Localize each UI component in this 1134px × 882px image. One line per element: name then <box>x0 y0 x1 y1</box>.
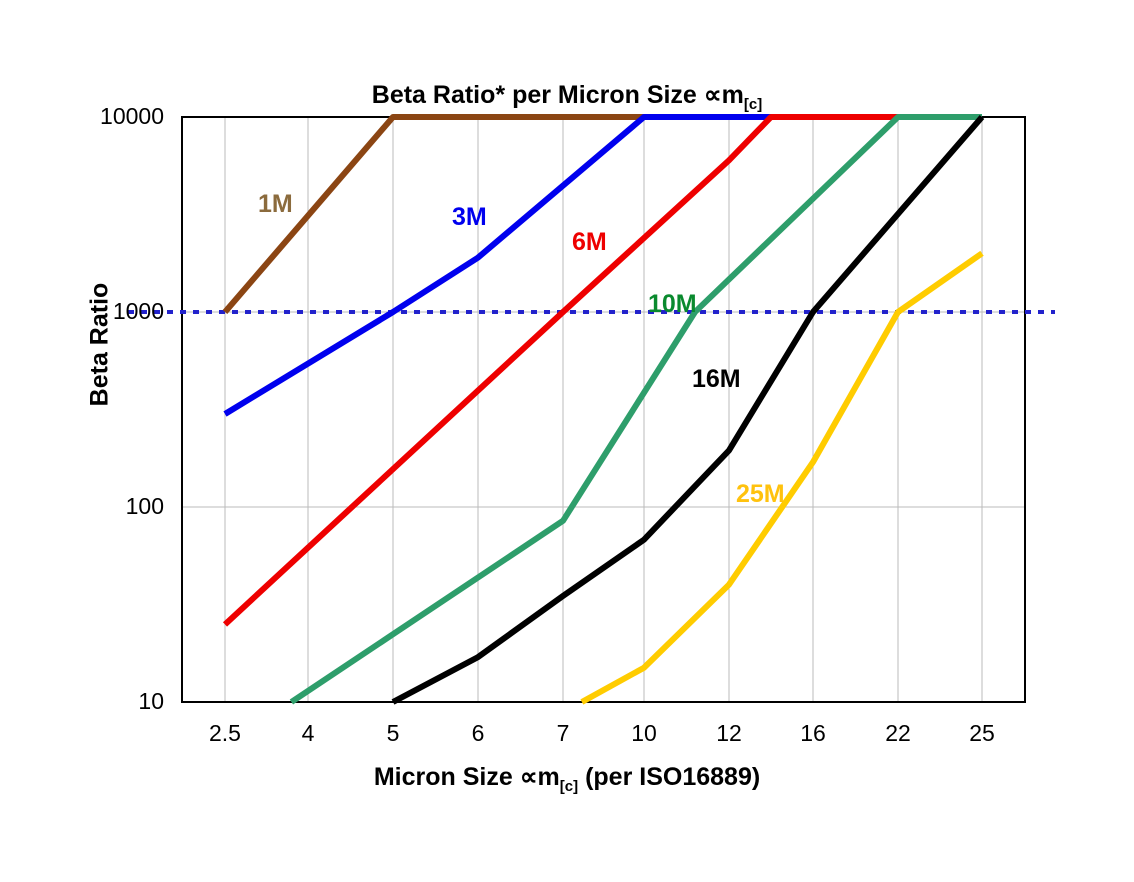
x-tick-4: 4 <box>301 720 315 746</box>
x-tick-22: 22 <box>885 720 911 746</box>
chart-title-symbol: ∝m <box>703 81 744 109</box>
series-label-3M: 3M <box>452 203 487 231</box>
x-axis-label: Micron Size ∝m[c] (per ISO16889) <box>0 762 1134 795</box>
y-tick-100: 100 <box>125 493 164 519</box>
gridlines <box>182 117 1025 702</box>
y-tick-10: 10 <box>138 688 164 714</box>
x-axis-label-subscript: [c] <box>559 778 579 795</box>
series-label-10M: 10M <box>648 290 697 318</box>
series-line-3M <box>223 114 982 417</box>
series-line-10M <box>289 114 982 705</box>
x-tick-7: 7 <box>556 720 570 746</box>
chart-title-subscript: [c] <box>743 96 763 113</box>
x-tick-5: 5 <box>386 720 400 746</box>
x-tick-12: 12 <box>716 720 742 746</box>
x-tick-10: 10 <box>631 720 657 746</box>
series-line-16M <box>391 115 985 705</box>
series-line-25M <box>580 250 984 705</box>
series-label-6M: 6M <box>572 228 607 256</box>
series-label-25M: 25M <box>736 480 785 508</box>
x-tick-25: 25 <box>969 720 995 746</box>
series-line-6M <box>222 114 982 627</box>
x-axis-label-main: Micron Size <box>373 763 520 791</box>
chart-title-main: Beta Ratio* per Micron Size <box>371 81 704 109</box>
series-label-16M: 16M <box>692 365 741 393</box>
chart-title: Beta Ratio* per Micron Size ∝m[c] <box>0 80 1134 113</box>
series-lines <box>222 114 985 705</box>
series-label-1M: 1M <box>258 190 293 218</box>
x-axis-label-symbol: ∝m <box>519 763 560 791</box>
y-tick-1000: 1000 <box>112 298 164 324</box>
x-tick-6: 6 <box>471 720 485 746</box>
x-tick-16: 16 <box>800 720 826 746</box>
x-tick-2.5: 2.5 <box>209 720 241 746</box>
y-tick-10000: 10000 <box>100 103 164 129</box>
x-axis-label-tail: (per ISO16889) <box>578 763 761 791</box>
